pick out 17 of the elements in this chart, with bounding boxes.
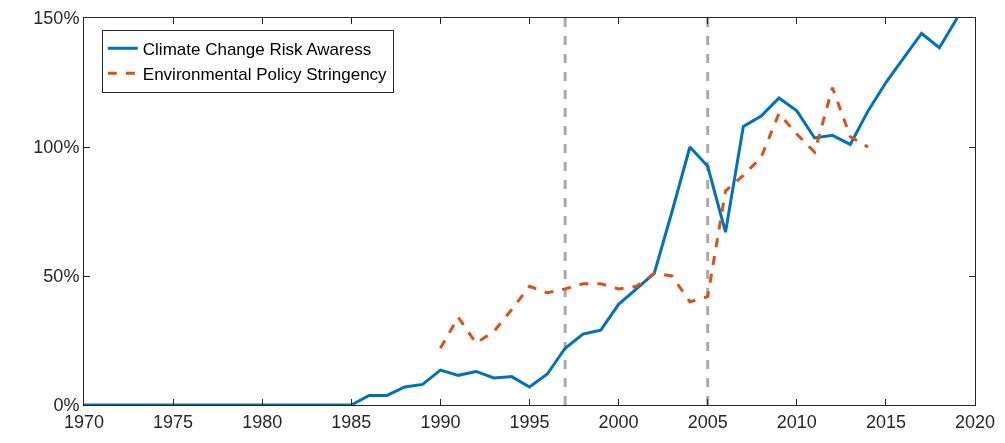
- line-series: [84, 18, 959, 405]
- x-tick-label: 2015: [865, 411, 906, 432]
- legend-label: Environmental Policy Stringency: [142, 64, 388, 84]
- y-tick-label: 50%: [43, 266, 80, 287]
- x-tick-label: 2005: [687, 411, 728, 432]
- y-tick-label: 100%: [33, 137, 80, 158]
- y-tick-label: 150%: [33, 8, 80, 29]
- line-series: [438, 86, 870, 350]
- x-tick-label: 2000: [598, 411, 639, 432]
- x-tick-label: 1980: [242, 411, 283, 432]
- x-tick-label: 1995: [509, 411, 550, 432]
- x-tick-label: 1985: [331, 411, 372, 432]
- legend-label: Climate Change Risk Awaress: [142, 39, 372, 59]
- x-tick-label: 2020: [954, 411, 996, 432]
- x-tick-label: 2010: [776, 411, 817, 432]
- x-tick-label: 1990: [420, 411, 461, 432]
- x-tick-label: 1975: [153, 411, 194, 432]
